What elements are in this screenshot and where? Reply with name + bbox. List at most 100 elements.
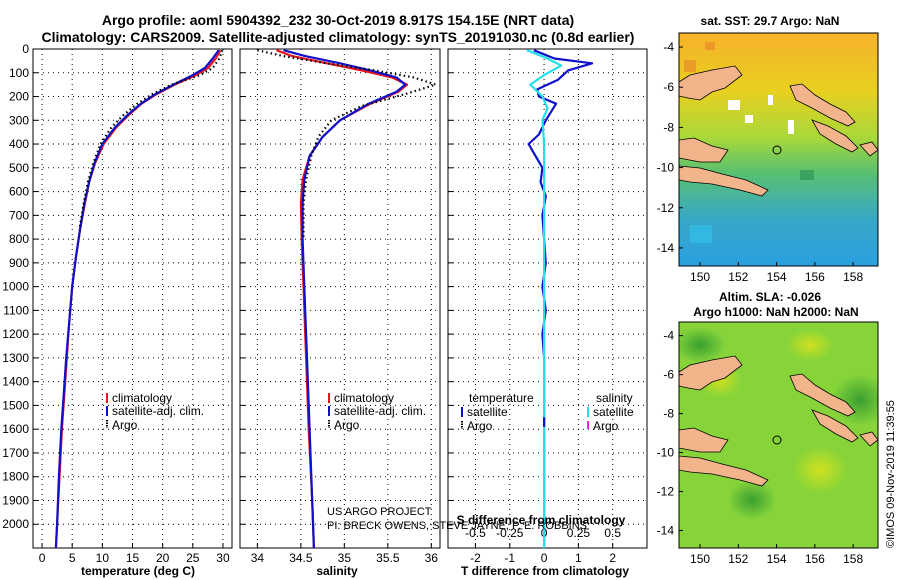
y-tick-label: 1200 <box>2 327 29 341</box>
map-y-tick-label: -14 <box>657 523 675 537</box>
figure-title-line-2: Climatology: CARS2009. Satellite-adjuste… <box>42 29 635 45</box>
map-y-tick-label: -4 <box>663 40 674 54</box>
x-tick-label: -1 <box>504 551 515 565</box>
y-tick-label: 500 <box>9 161 29 175</box>
series-line-salinity-satellite <box>526 49 563 548</box>
legend-salinity-title: salinity <box>596 391 633 405</box>
credit-pi: PI: BRECK OWENS, STEVE JAYNE, P. E. ROBB… <box>327 520 587 532</box>
legend-sal-argo-label: Argo <box>593 419 619 433</box>
y-tick-label: 800 <box>9 232 29 246</box>
legend-satellite-label: satellite-adj. clim. <box>334 404 426 418</box>
series-line-argo <box>257 49 437 240</box>
legend-climatology-label: climatology <box>334 391 394 405</box>
imos-watermark: ©IMOS 09-Nov-2019 11:39:55 <box>885 400 897 548</box>
map-y-tick-label: -8 <box>663 120 674 134</box>
legend-climatology-label: climatology <box>112 391 172 405</box>
temperature-panel: 0100200300400500600700800900100011001200… <box>2 42 233 565</box>
t-difference-axis-label: T difference from climatology <box>461 564 629 578</box>
series-line-climatology <box>54 49 222 549</box>
x-tick-label: 35.5 <box>376 551 400 565</box>
credit-project: US ARGO PROJECT <box>327 506 432 518</box>
legend-temperature-title: temperature <box>469 391 534 405</box>
y-tick-label: 700 <box>9 208 29 222</box>
x-tick-label: 5 <box>69 551 76 565</box>
x-tick-label: 0 <box>541 551 548 565</box>
sla-map-frame <box>678 321 879 549</box>
figure-title-line-1: Argo profile: aoml 5904392_232 30-Oct-20… <box>102 12 574 28</box>
map-y-tick-label: -10 <box>657 446 675 460</box>
map-y-tick-label: -6 <box>663 368 674 382</box>
sla-map-title: Altim. SLA: -0.026 <box>719 290 821 304</box>
map-y-tick-label: -4 <box>663 329 674 343</box>
sla-map-subtitle: Argo h1000: NaN h2000: NaN <box>693 305 858 319</box>
x2-tick-label: -0.5 <box>465 526 486 540</box>
map-x-tick-label: 152 <box>728 270 748 284</box>
legend-satellite-label: satellite-adj. clim. <box>112 404 204 418</box>
legend-argo-label: Argo <box>334 418 360 432</box>
x-tick-label: -2 <box>470 551 481 565</box>
x-tick-label: 30 <box>216 551 230 565</box>
panel-frame <box>32 48 233 549</box>
panel-frame <box>239 48 441 549</box>
y-tick-label: 2000 <box>2 517 29 531</box>
sst-map-image <box>679 33 878 266</box>
salinity-panel: 34 34.5 35 35.5 36 <box>239 48 441 565</box>
s-difference-label: S difference from climatology <box>457 513 626 527</box>
map-y-tick-label: -8 <box>663 407 674 421</box>
y-tick-label: 200 <box>9 90 29 104</box>
y-tick-label: 1000 <box>2 280 29 294</box>
x-tick-label: 1 <box>575 551 582 565</box>
series-line-satellite-adj-clim- <box>54 49 220 549</box>
map-x-tick-label: 152 <box>728 552 748 566</box>
sst-argo-marker <box>772 145 782 155</box>
x2-tick-label: 0.5 <box>604 526 621 540</box>
sst-map-frame <box>678 32 879 267</box>
temperature-axis-label: temperature (deg C) <box>81 564 195 578</box>
map-x-tick-label: 154 <box>767 552 787 566</box>
x-tick-label: 36 <box>425 551 439 565</box>
x-tick-label: 35 <box>338 551 352 565</box>
x2-tick-label: 0.25 <box>567 526 591 540</box>
y-tick-label: 1100 <box>3 303 29 317</box>
legend-argo-label: Argo <box>112 418 138 432</box>
y-tick-label: 1500 <box>2 398 29 412</box>
salinity-legend: climatology satellite-adj. clim. Argo <box>328 391 426 432</box>
x-tick-label: 10 <box>96 551 110 565</box>
y-tick-label: 300 <box>9 113 29 127</box>
map-y-tick-label: -10 <box>657 161 675 175</box>
map-x-tick-label: 150 <box>690 552 710 566</box>
difference-legend: temperature satellite Argo salinity sate… <box>461 391 634 433</box>
y-tick-label: 1700 <box>2 446 29 460</box>
y-tick-label: 1300 <box>2 351 29 365</box>
sla-map-image <box>679 322 878 548</box>
sst-map-title: sat. SST: 29.7 Argo: NaN <box>701 14 840 28</box>
sla-argo-marker <box>772 435 782 445</box>
y-tick-label: 1800 <box>2 470 29 484</box>
y-tick-label: 1400 <box>2 375 29 389</box>
x-tick-label: 2 <box>609 551 616 565</box>
x-tick-label: 25 <box>186 551 200 565</box>
x-tick-label: 34 <box>251 551 265 565</box>
map-x-tick-label: 158 <box>843 552 863 566</box>
x2-tick-label: -0.25 <box>496 526 524 540</box>
sst-map-ticks: 150 152 154 156 158 -4 -6 -8 -10 -12 -14 <box>657 40 864 284</box>
y-tick-label: 400 <box>9 137 29 151</box>
panel-frame <box>447 48 648 549</box>
x-tick-label: 20 <box>156 551 170 565</box>
legend-sal-satellite-label: satellite <box>593 405 634 419</box>
map-y-tick-label: -6 <box>663 80 674 94</box>
y-tick-label: 100 <box>9 66 29 80</box>
y-tick-label: 0 <box>22 42 29 56</box>
legend-temp-satellite-label: satellite <box>467 405 508 419</box>
x-tick-label: 34.5 <box>289 551 313 565</box>
map-x-tick-label: 154 <box>767 270 787 284</box>
map-x-tick-label: 156 <box>805 270 825 284</box>
map-x-tick-label: 150 <box>690 270 710 284</box>
series-line-satellite-adj-clim- <box>283 49 407 549</box>
series-line-temperature-satellite <box>527 49 594 548</box>
map-y-tick-label: -12 <box>657 485 675 499</box>
map-y-tick-label: -12 <box>657 201 675 215</box>
y-tick-label: 1600 <box>2 422 29 436</box>
x-tick-label: 15 <box>126 551 140 565</box>
